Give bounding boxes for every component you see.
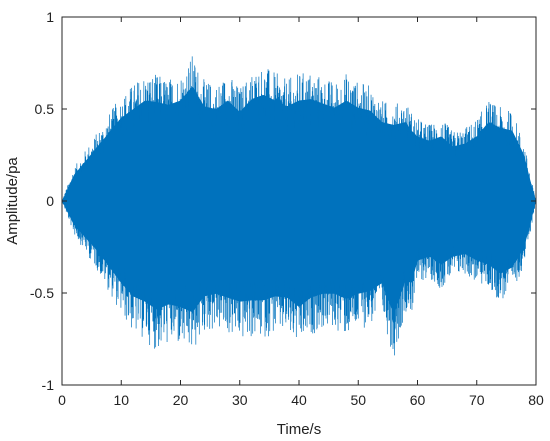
y-tick-label: 1 — [46, 9, 54, 25]
x-tick-label: 30 — [232, 392, 248, 408]
x-tick-label: 60 — [410, 392, 426, 408]
y-tick-label: 0.5 — [35, 101, 55, 117]
x-tick-label: 70 — [469, 392, 485, 408]
y-tick-label: 0 — [46, 193, 54, 209]
x-tick-label: 0 — [58, 392, 66, 408]
x-tick-label: 20 — [173, 392, 189, 408]
signal-trace — [62, 56, 536, 356]
x-tick-label: 10 — [113, 392, 129, 408]
x-tick-label: 40 — [291, 392, 307, 408]
y-tick-label: -0.5 — [30, 285, 54, 301]
x-tick-label: 80 — [528, 392, 544, 408]
signal-line — [62, 56, 536, 356]
x-axis-title: Time/s — [277, 421, 321, 438]
y-axis-ticks: -1 -0.5 0 0.5 1 — [30, 9, 536, 393]
x-tick-label: 50 — [350, 392, 366, 408]
y-axis-title: Amplitude/pa — [4, 157, 21, 245]
x-axis-ticks: 0 10 20 30 40 50 60 70 80 — [58, 17, 544, 408]
y-tick-label: -1 — [42, 377, 55, 393]
